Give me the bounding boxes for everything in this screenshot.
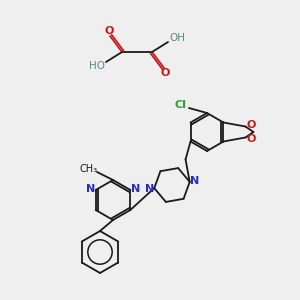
- Text: N: N: [145, 184, 154, 194]
- Text: Cl: Cl: [174, 100, 186, 110]
- Text: O: O: [160, 68, 170, 78]
- Text: OH: OH: [169, 33, 185, 43]
- Text: N: N: [131, 184, 140, 194]
- Text: N: N: [86, 184, 95, 194]
- Text: O: O: [104, 26, 114, 36]
- Text: CH₃: CH₃: [80, 164, 98, 174]
- Text: HO: HO: [89, 61, 105, 71]
- Text: N: N: [190, 176, 200, 186]
- Text: O: O: [247, 119, 256, 130]
- Text: O: O: [247, 134, 256, 145]
